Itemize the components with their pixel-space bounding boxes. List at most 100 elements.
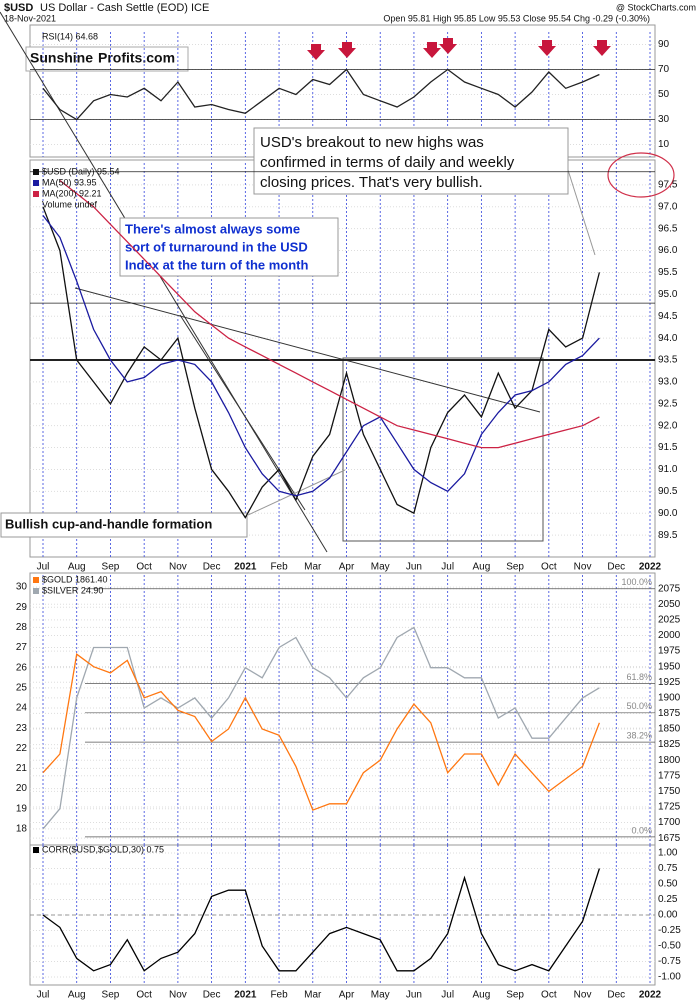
y2-tick-label: 91.0 bbox=[658, 464, 678, 475]
fib-label: 100.0% bbox=[621, 577, 652, 587]
y2-tick-label: 1925 bbox=[658, 677, 681, 688]
y2-tick-label: 50 bbox=[658, 89, 670, 100]
y2-tick-label: 0.00 bbox=[658, 910, 678, 921]
annotation-line: Bullish cup-and-handle formation bbox=[5, 516, 212, 531]
y2-tick-label: 97.0 bbox=[658, 201, 678, 212]
y2-tick-label: 94.5 bbox=[658, 311, 678, 322]
legend-swatch bbox=[33, 577, 39, 583]
y2-tick-label: 1825 bbox=[658, 739, 681, 750]
x-tick-label: Jul bbox=[37, 990, 50, 1000]
y2-tick-label: 96.5 bbox=[658, 223, 678, 234]
logo-first: Sunshine bbox=[30, 50, 93, 66]
x-tick-label: 2022 bbox=[639, 990, 662, 1000]
y2-tick-label: 95.0 bbox=[658, 289, 678, 300]
x-tick-label: Aug bbox=[472, 990, 490, 1000]
y2-tick-label: 97.5 bbox=[658, 180, 678, 191]
y-tick-label: 21 bbox=[16, 763, 28, 774]
x-tick-label: Mar bbox=[304, 562, 322, 573]
series-line bbox=[42, 215, 600, 497]
series-line bbox=[42, 653, 601, 811]
y2-tick-label: 1675 bbox=[658, 833, 681, 844]
y2-tick-label: 1900 bbox=[658, 692, 681, 703]
y2-tick-label: 1875 bbox=[658, 708, 681, 719]
header-name: US Dollar - Cash Settle (EOD) ICE bbox=[40, 2, 209, 14]
x-tick-label: Aug bbox=[472, 562, 490, 573]
rsi-arrows bbox=[307, 38, 611, 60]
annotation-line: USD's breakout to new highs was bbox=[260, 134, 484, 151]
y2-tick-label: 91.5 bbox=[658, 442, 678, 453]
annotation-2: There's almost always some sort of turna… bbox=[119, 217, 339, 277]
y2-tick-label: 2075 bbox=[658, 583, 681, 594]
annotation-3: Bullish cup-and-handle formation bbox=[0, 512, 248, 538]
fib-label: 50.0% bbox=[626, 701, 652, 711]
y2-tick-label: 90.5 bbox=[658, 486, 678, 497]
y2-tick-label: 90.0 bbox=[658, 508, 678, 519]
circle bbox=[607, 152, 675, 198]
y2-tick-label: 94.0 bbox=[658, 333, 678, 344]
series-line bbox=[42, 868, 601, 972]
panel-title: RSI(14) 64.68 bbox=[42, 31, 98, 41]
x-tick-label: 2021 bbox=[234, 562, 257, 573]
y-tick-label: 19 bbox=[16, 803, 28, 814]
annotation-box bbox=[0, 512, 248, 538]
x-tick-label: Feb bbox=[270, 990, 288, 1000]
y-tick-label: 27 bbox=[16, 642, 28, 653]
y2-tick-label: 0.50 bbox=[658, 879, 678, 890]
x-tick-label: Mar bbox=[304, 990, 322, 1000]
x-tick-label: Aug bbox=[68, 562, 86, 573]
y2-tick-label: 1700 bbox=[658, 817, 681, 828]
legend-swatch bbox=[33, 191, 39, 197]
y-tick-label: 30 bbox=[16, 582, 28, 593]
arrow bbox=[338, 42, 356, 58]
y2-tick-label: 1775 bbox=[658, 770, 681, 781]
y2-tick-label: 1.00 bbox=[658, 848, 678, 859]
y2-tick-label: 1950 bbox=[658, 661, 681, 672]
y2-tick-label: 1750 bbox=[658, 786, 681, 797]
legend-swatch bbox=[33, 847, 39, 853]
legend-label: $SILVER 24.90 bbox=[42, 585, 103, 595]
x-tick-label: 2022 bbox=[639, 562, 662, 573]
y2-tick-label: 1850 bbox=[658, 724, 681, 735]
x-tick-label: 2021 bbox=[234, 990, 257, 1000]
trendline bbox=[74, 287, 541, 413]
y2-tick-label: 96.0 bbox=[658, 245, 678, 256]
y2-tick-label: 1800 bbox=[658, 755, 681, 766]
fib-label: 0.0% bbox=[631, 825, 652, 835]
y2-tick-label: -0.50 bbox=[658, 941, 681, 952]
x-tick-label: Aug bbox=[68, 990, 86, 1000]
y-tick-label: 28 bbox=[16, 622, 28, 633]
x-tick-label: Sep bbox=[102, 562, 120, 573]
annotation-1: USD's breakout to new highs was confirme… bbox=[253, 127, 569, 195]
x-tick-label: Jul bbox=[441, 990, 454, 1000]
x-tick-label: Jun bbox=[406, 562, 422, 573]
y2-tick-label: 95.5 bbox=[658, 267, 678, 278]
arrow bbox=[307, 44, 325, 60]
arrow bbox=[439, 38, 457, 54]
x-tick-label: Sep bbox=[506, 990, 524, 1000]
cup-box bbox=[342, 357, 544, 542]
legend-label: $GOLD 1861.40 bbox=[42, 574, 108, 584]
x-tick-label: Dec bbox=[203, 990, 221, 1000]
legend-label: CORR($USD,$GOLD,30) 0.75 bbox=[42, 844, 164, 854]
y2-tick-label: 2025 bbox=[658, 615, 681, 626]
pointer bbox=[247, 469, 346, 516]
y2-tick-label: 0.75 bbox=[658, 863, 678, 874]
y-tick-label: 24 bbox=[16, 703, 28, 714]
y-tick-label: 26 bbox=[16, 662, 28, 673]
y-tick-label: 18 bbox=[16, 824, 28, 835]
annotation-line: confirmed in terms of daily and weekly bbox=[260, 154, 515, 171]
x-tick-label: Oct bbox=[541, 562, 557, 573]
header-credit: @ StockCharts.com bbox=[616, 2, 696, 12]
legend-swatch bbox=[33, 588, 39, 594]
legend-label: Volume undef bbox=[42, 199, 98, 209]
pointer bbox=[567, 169, 596, 256]
arrow bbox=[593, 40, 611, 56]
x-tick-label: Sep bbox=[102, 990, 120, 1000]
y2-tick-label: -1.00 bbox=[658, 972, 681, 983]
x-tick-label: Jun bbox=[406, 990, 422, 1000]
x-tick-label: May bbox=[371, 990, 390, 1000]
fib-label: 38.2% bbox=[626, 730, 652, 740]
y2-tick-label: 93.0 bbox=[658, 377, 678, 388]
arrow bbox=[538, 40, 556, 56]
y-tick-label: 20 bbox=[16, 783, 28, 794]
